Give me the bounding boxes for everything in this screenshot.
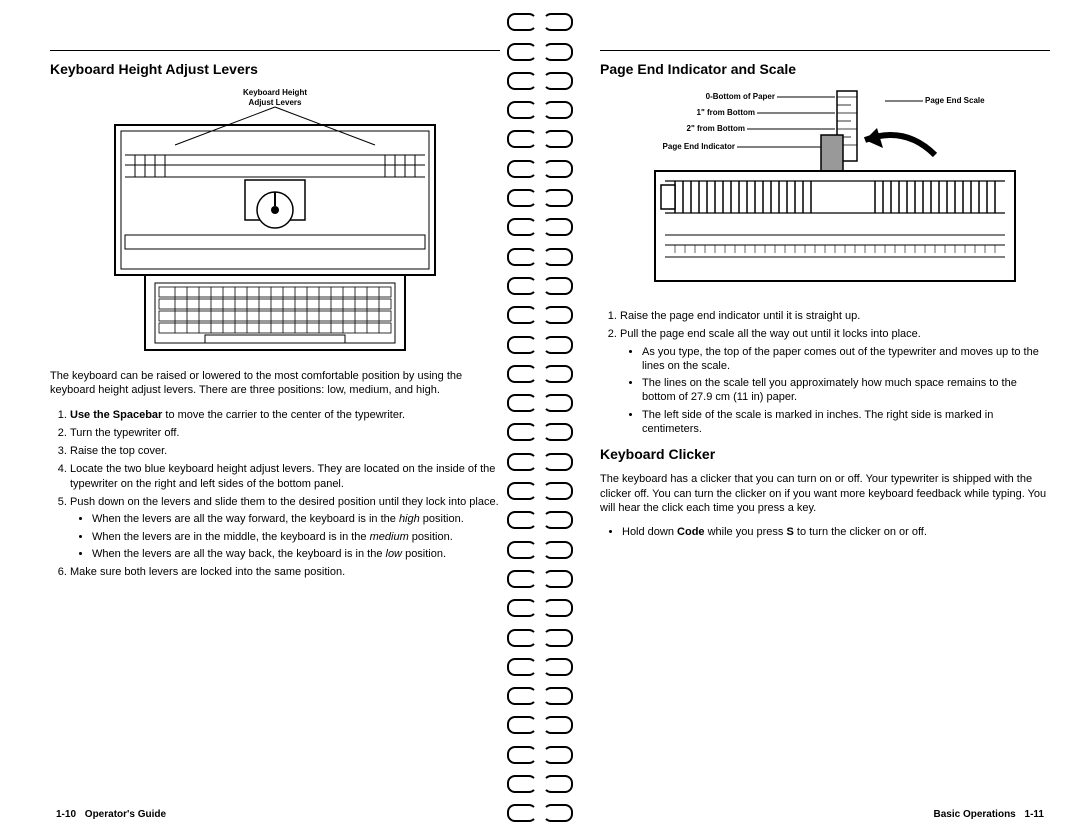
pe-bullet-b: The lines on the scale tell you approxim… — [642, 376, 1050, 405]
binding-coil — [505, 306, 575, 322]
clicker-bullets: Hold down Code while you press S to turn… — [600, 525, 1050, 539]
binding-coil — [505, 189, 575, 205]
binding-coil — [505, 43, 575, 59]
bullet-5c: When the levers are all the way back, th… — [92, 547, 500, 561]
pe-step-2-bullets: As you type, the top of the paper comes … — [620, 345, 1050, 437]
binding-coil — [505, 775, 575, 791]
left-page: Keyboard Height Adjust Levers Keyboard H… — [0, 0, 540, 834]
binding-coil — [505, 336, 575, 352]
footer-left: 1-10 Operator's Guide — [50, 809, 166, 820]
step-3: Raise the top cover. — [70, 444, 500, 458]
binding-coil — [505, 453, 575, 469]
step-4: Locate the two blue keyboard height adju… — [70, 462, 500, 491]
binding-coil — [505, 423, 575, 439]
page-number-right: 1-11 — [1025, 809, 1044, 820]
svg-text:Page End Indicator: Page End Indicator — [663, 142, 735, 151]
binding-coil — [505, 716, 575, 732]
binding-coil — [505, 13, 575, 29]
binding-coil — [505, 687, 575, 703]
page-spread: Keyboard Height Adjust Levers Keyboard H… — [0, 0, 1080, 834]
intro-keyboard-levers: The keyboard can be raised or lowered to… — [50, 369, 500, 398]
bullet-5a: When the levers are all the way forward,… — [92, 512, 500, 526]
svg-text:2" from Bottom: 2" from Bottom — [687, 124, 745, 133]
figure-caption-2: Adjust Levers — [249, 98, 302, 107]
binding-coil — [505, 541, 575, 557]
rule-top-left — [50, 50, 500, 51]
heading-keyboard-levers: Keyboard Height Adjust Levers — [50, 61, 500, 77]
svg-text:Page End Scale: Page End Scale — [925, 96, 985, 105]
step-6: Make sure both levers are locked into th… — [70, 565, 500, 579]
intro-keyboard-clicker: The keyboard has a clicker that you can … — [600, 472, 1050, 515]
step-5: Push down on the levers and slide them t… — [70, 495, 500, 561]
binding-coil — [505, 248, 575, 264]
binding-coil — [505, 130, 575, 146]
footer-label-left: Operator's Guide — [85, 809, 166, 820]
pe-step-1: Raise the page end indicator until it is… — [620, 309, 1050, 323]
svg-text:1" from Bottom: 1" from Bottom — [697, 108, 755, 117]
binding-coil — [505, 277, 575, 293]
steps-page-end: Raise the page end indicator until it is… — [600, 309, 1050, 436]
binding-coil — [505, 365, 575, 381]
footer-right: Basic Operations 1-11 — [933, 809, 1050, 820]
binding-coil — [505, 599, 575, 615]
rule-top-right — [600, 50, 1050, 51]
binding-coil — [505, 160, 575, 176]
binding-coil — [505, 394, 575, 410]
figure-typewriter: Keyboard Height Adjust Levers — [85, 85, 465, 355]
footer-label-right: Basic Operations — [933, 809, 1015, 820]
step-2: Turn the typewriter off. — [70, 426, 500, 440]
binding-coil — [505, 511, 575, 527]
svg-text:0-Bottom of Paper: 0-Bottom of Paper — [706, 92, 775, 101]
step-1: Use the Spacebar to move the carrier to … — [70, 408, 500, 422]
binding-coil — [505, 629, 575, 645]
right-page: Page End Indicator and Scale 0-Bottom of… — [540, 0, 1080, 834]
binding-coil — [505, 804, 575, 820]
pe-bullet-c: The left side of the scale is marked in … — [642, 408, 1050, 437]
bullet-5b: When the levers are in the middle, the k… — [92, 530, 500, 544]
binding-coil — [505, 570, 575, 586]
step-5-bullets: When the levers are all the way forward,… — [70, 512, 500, 561]
pe-bullet-a: As you type, the top of the paper comes … — [642, 345, 1050, 374]
binding-coil — [505, 101, 575, 117]
pe-step-2: Pull the page end scale all the way out … — [620, 327, 1050, 436]
clicker-bullet: Hold down Code while you press S to turn… — [622, 525, 1050, 539]
heading-page-end: Page End Indicator and Scale — [600, 61, 1050, 77]
binding-coil — [505, 746, 575, 762]
page-number-left: 1-10 — [56, 809, 76, 820]
binding-coil — [505, 658, 575, 674]
figure-page-end: 0-Bottom of Paper 1" from Bottom 2" from… — [625, 85, 1025, 295]
binding-coil — [505, 72, 575, 88]
figure-caption-1: Keyboard Height — [243, 88, 307, 97]
heading-keyboard-clicker: Keyboard Clicker — [600, 446, 1050, 462]
steps-keyboard-levers: Use the Spacebar to move the carrier to … — [50, 408, 500, 580]
binding-coil — [505, 482, 575, 498]
spiral-binding — [505, 0, 575, 834]
binding-coil — [505, 218, 575, 234]
